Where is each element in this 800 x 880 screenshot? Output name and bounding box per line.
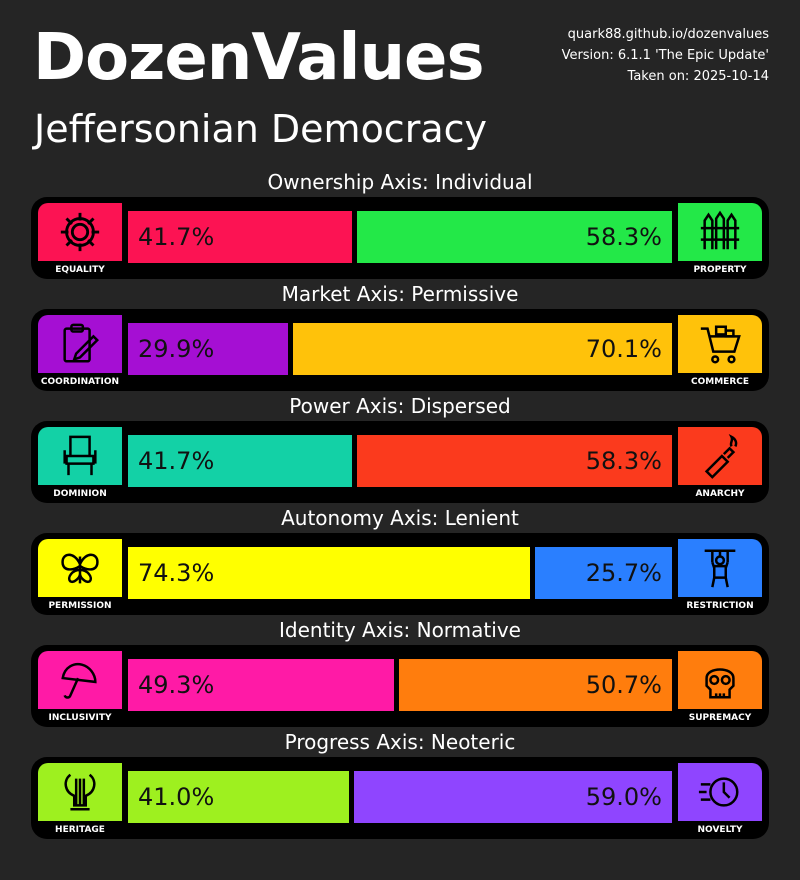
right-value-label: SUPREMACY (688, 713, 752, 723)
right-percent-bar: 50.7% (398, 659, 672, 711)
right-value-label: COMMERCE (691, 377, 749, 387)
site-url[interactable]: quark88.github.io/dozenvalues (567, 27, 769, 42)
left-value-label: EQUALITY (55, 265, 105, 275)
right-percent-bar: 58.3% (357, 435, 672, 487)
right-value-icon-box (678, 203, 762, 261)
right-value-icon-box (678, 315, 762, 373)
puppet-icon (704, 549, 736, 588)
right-value-label: NOVELTY (697, 825, 743, 835)
axis-bar: 49.3% 50.7% (128, 659, 672, 711)
butterfly-icon (61, 553, 99, 584)
axis-frame: HERITAGE NOVELTY 41.0% 59.0% (31, 757, 769, 839)
left-percent-bar: 41.7% (128, 435, 353, 487)
left-value-icon-box (38, 315, 122, 373)
meta-info: quark88.github.io/dozenvalues Version: 6… (562, 24, 769, 87)
left-value-icon-box (38, 427, 122, 485)
shopping-cart-icon (700, 325, 741, 364)
axis-title: Ownership Axis: Individual (267, 170, 533, 194)
taken-date: Taken on: 2025-10-14 (627, 69, 769, 84)
axis-row: Market Axis: Permissive COORDINATION COMME… (31, 280, 769, 392)
axis-title: Autonomy Axis: Lenient (281, 506, 519, 530)
left-percent-bar: 41.7% (128, 211, 353, 263)
axis-row: Ownership Axis: Individual EQUALITY PROPER… (31, 168, 769, 280)
umbrella-icon (61, 662, 97, 699)
left-percent-bar: 41.0% (128, 771, 349, 823)
left-percent-bar: 74.3% (128, 547, 530, 599)
right-value-label: PROPERTY (693, 265, 747, 275)
axis-frame: INCLUSIVITY SUPREMACY 49.3% 50.7% (31, 645, 769, 727)
axis-frame: PERMISSION RESTRICTION 74.3% 25.7% (31, 533, 769, 615)
axis-bar: 41.7% 58.3% (128, 435, 672, 487)
axis-title: Identity Axis: Normative (279, 618, 521, 642)
right-percent-bar: 70.1% (293, 323, 672, 375)
left-value-label: PERMISSION (48, 601, 112, 611)
axis-frame: COORDINATION COMMERCE 29.9% 70.1% (31, 309, 769, 391)
axis-title: Market Axis: Permissive (281, 282, 519, 306)
left-value-label: DOMINION (53, 489, 107, 499)
left-value-icon-box (38, 763, 122, 821)
axis-row: Autonomy Axis: Lenient PERMISSION RESTRICT… (31, 504, 769, 616)
axis-title: Power Axis: Dispersed (289, 394, 511, 418)
skull-icon (705, 668, 735, 699)
axis-frame: EQUALITY PROPERTY 41.7% 58.3% (31, 197, 769, 279)
ideology-result-title: Jeffersonian Democracy (34, 107, 487, 151)
left-percent-bar: 49.3% (128, 659, 394, 711)
version-text: Version: 6.1.1 'The Epic Update' (561, 48, 769, 63)
left-value-label: HERITAGE (55, 825, 105, 835)
throne-icon (63, 435, 97, 476)
fence-icon (700, 210, 740, 250)
right-value-icon-box (678, 427, 762, 485)
right-percent-bar: 59.0% (353, 771, 672, 823)
right-value-icon-box (678, 763, 762, 821)
left-value-icon-box (38, 203, 122, 261)
left-value-icon-box (38, 651, 122, 709)
left-value-label: COORDINATION (40, 377, 120, 387)
page-title: DozenValues (33, 21, 485, 95)
left-value-label: INCLUSIVITY (48, 713, 112, 723)
right-value-icon-box (678, 539, 762, 597)
axis-row: Power Axis: Dispersed DOMINION ANARCHY 41.7… (31, 392, 769, 504)
axis-row: Identity Axis: Normative INCLUSIVITY SUPRE… (31, 616, 769, 728)
axis-bar: 29.9% 70.1% (128, 323, 672, 375)
molotov-icon (704, 434, 738, 479)
right-percent-bar: 25.7% (534, 547, 672, 599)
clock-icon (698, 777, 739, 807)
gear-icon (60, 212, 100, 252)
right-value-label: ANARCHY (695, 489, 745, 499)
axis-row: Progress Axis: Neoteric HERITAGE NOVELTY 41… (31, 728, 769, 840)
clipboard-icon (63, 323, 100, 363)
left-value-icon-box (38, 539, 122, 597)
axis-bar: 41.0% 59.0% (128, 771, 672, 823)
axis-title: Progress Axis: Neoteric (284, 730, 516, 754)
axis-frame: DOMINION ANARCHY 41.7% 58.3% (31, 421, 769, 503)
right-value-icon-box (678, 651, 762, 709)
lyre-icon (64, 773, 96, 811)
axis-bar: 74.3% 25.7% (128, 547, 672, 599)
axis-bar: 41.7% 58.3% (128, 211, 672, 263)
right-percent-bar: 58.3% (357, 211, 672, 263)
left-percent-bar: 29.9% (128, 323, 289, 375)
right-value-label: RESTRICTION (686, 601, 754, 611)
